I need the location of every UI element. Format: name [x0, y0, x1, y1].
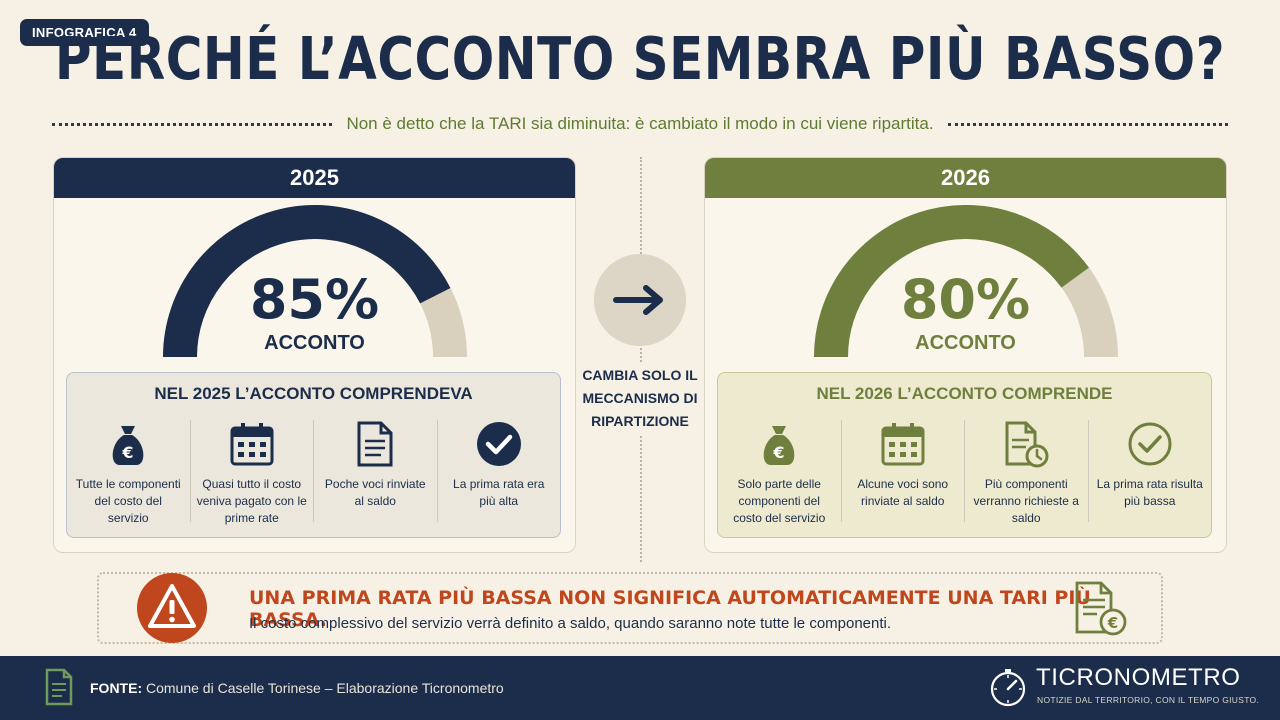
center-divider [640, 157, 642, 562]
warning-text: Il costo complessivo del servizio verrà … [249, 615, 892, 632]
document-clock-icon [1005, 421, 1049, 468]
percent-label: ACCONTO [264, 332, 365, 354]
component-item: La prima rata risulta più bassa [1087, 420, 1212, 522]
money-bag-icon: € [112, 426, 144, 465]
arrow-badge [594, 254, 686, 346]
item-text: Tutte le componenti del costo del serviz… [75, 477, 181, 525]
panel-year-header: 2026 [705, 158, 1226, 198]
subtitle-row: Non è detto che la TARI sia diminuita: è… [52, 114, 1229, 134]
component-item: € Tutte le componenti del costo del serv… [67, 420, 190, 525]
money-bag-icon: € [763, 426, 795, 465]
percent-label: ACCONTO [915, 332, 1016, 354]
document-euro-icon: € [1075, 581, 1127, 636]
box-title: NEL 2025 L’ACCONTO COMPRENDEVA [154, 384, 473, 403]
box-title: NEL 2026 L’ACCONTO COMPRENDE [816, 384, 1113, 403]
warning-icon [137, 573, 207, 643]
gauge-fill [162, 205, 450, 358]
component-item: Quasi tutto il costo veniva pagato con l… [189, 420, 314, 525]
item-text: La prima rata era più alta [453, 477, 545, 508]
check-circle-icon [1128, 422, 1172, 466]
component-item: Più componenti verranno richieste a sald… [964, 420, 1088, 525]
item-text: Quasi tutto il costo veniva pagato con l… [196, 477, 307, 525]
source-note: FONTE: Comune di Caselle Torinese – Elab… [90, 680, 504, 696]
dotted-divider [52, 122, 333, 126]
stopwatch-logo-icon [990, 669, 1026, 707]
calendar-icon [881, 423, 925, 466]
gauge-arc [813, 205, 1118, 358]
svg-text:€: € [1107, 614, 1118, 632]
panel-2026: 2026 80% ACCONTO NEL 2026 L’ACCONTO COMP… [704, 157, 1227, 553]
subtitle: Non è detto che la TARI sia diminuita: è… [346, 114, 934, 133]
document-icon [45, 668, 73, 706]
percent-value: 85% [249, 268, 380, 331]
components-box: NEL 2026 L’ACCONTO COMPRENDE € Solo part… [717, 372, 1212, 538]
svg-text:€: € [122, 443, 134, 462]
brand-tagline: NOTIZIE DAL TERRITORIO, CON IL TEMPO GIU… [1037, 695, 1260, 705]
svg-text:€: € [773, 443, 785, 462]
gauge-fill [813, 205, 1089, 358]
component-item: La prima rata era più alta [436, 420, 561, 522]
gauge-arc [162, 205, 467, 358]
calendar-icon [230, 423, 274, 466]
panel-year-header: 2025 [54, 158, 575, 198]
item-text: Solo parte delle componenti del costo de… [733, 477, 826, 525]
warning-title: UNA PRIMA RATA PIÙ BASSA NON SIGNIFICA A… [249, 587, 1091, 631]
item-text: Più componenti verranno richieste a sald… [973, 477, 1079, 525]
document-icon [357, 421, 393, 467]
infographic-badge: INFOGRAFICA 4 [20, 19, 149, 46]
gauge-2025: 85% ACCONTO [54, 202, 575, 372]
dotted-divider [947, 122, 1229, 126]
item-text: La prima rata risulta più bassa [1096, 477, 1203, 508]
percent-value: 80% [900, 268, 1031, 331]
brand-name: TICRONOMETRO [1036, 664, 1241, 691]
panel-2025: 2025 85% ACCONTO NEL 2025 L’ACCONTO COMP… [53, 157, 576, 553]
component-item: € Solo parte delle componenti del costo … [718, 420, 841, 525]
component-item: Alcune voci sono rinviate al saldo [840, 420, 965, 522]
gauge-2026: 80% ACCONTO [705, 202, 1226, 372]
check-circle-icon [476, 422, 521, 466]
components-box: NEL 2025 L’ACCONTO COMPRENDEVA € Tutte l… [66, 372, 561, 538]
warning-box: UNA PRIMA RATA PIÙ BASSA NON SIGNIFICA A… [97, 572, 1163, 644]
page-title: PERCHÉ L’ACCONTO SEMBRA PIÙ BASSO? [54, 24, 1226, 94]
source-label: FONTE: [90, 680, 143, 696]
arrow-right-icon [613, 285, 663, 315]
item-text: Alcune voci sono rinviate al saldo [857, 477, 949, 508]
mechanism-note: CAMBIA SOLO IL MECCANISMO DI RIPARTIZION… [580, 362, 700, 435]
footer: FONTE: Comune di Caselle Torinese – Elab… [0, 656, 1280, 720]
component-item: Poche voci rinviate al saldo [313, 420, 437, 522]
item-text: Poche voci rinviate al saldo [324, 477, 426, 508]
source-text: Comune di Caselle Torinese – Elaborazion… [146, 680, 504, 696]
